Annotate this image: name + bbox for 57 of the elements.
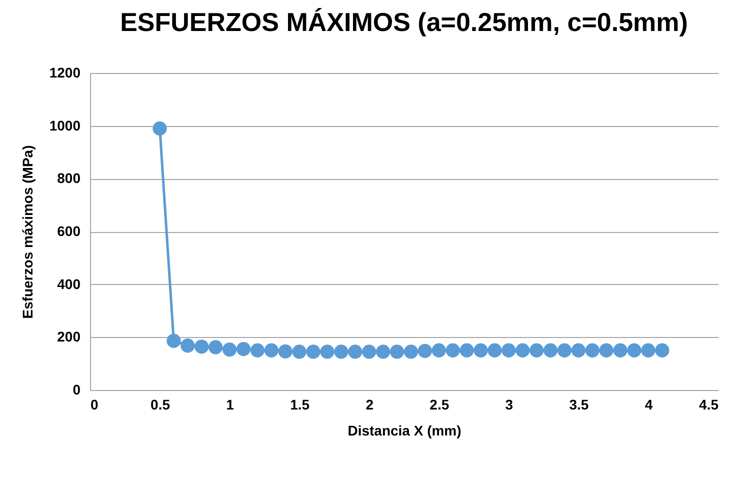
y-tick-label: 1000 bbox=[49, 117, 81, 134]
point bbox=[474, 343, 488, 358]
y-axis-title: Esfuerzos máximos (MPa) bbox=[19, 145, 36, 319]
point bbox=[404, 344, 418, 359]
x-tick-label: 3 bbox=[505, 396, 514, 412]
x-tick-label: 2 bbox=[366, 396, 374, 412]
point bbox=[306, 344, 320, 359]
x-tick-label: 0.5 bbox=[150, 396, 170, 412]
point bbox=[613, 343, 628, 358]
point bbox=[208, 340, 223, 354]
y-tick-label: 800 bbox=[57, 170, 81, 186]
point bbox=[585, 343, 600, 358]
point bbox=[418, 344, 432, 358]
point bbox=[599, 343, 614, 358]
point bbox=[320, 344, 334, 359]
point bbox=[390, 344, 404, 359]
point bbox=[236, 342, 251, 356]
point bbox=[571, 343, 586, 358]
x-tick-label: 4.5 bbox=[699, 396, 719, 412]
point bbox=[334, 344, 348, 359]
x-tick-label: 1.5 bbox=[290, 396, 310, 412]
point bbox=[446, 343, 460, 358]
chart-title: ESFUERZOS MÁXIMOS (a=0.25mm, c=0.5mm) bbox=[120, 7, 688, 37]
x-tick-label: 3.5 bbox=[569, 396, 589, 412]
point bbox=[502, 343, 516, 358]
y-tick-label: 600 bbox=[57, 223, 81, 239]
point bbox=[557, 343, 572, 358]
point bbox=[641, 343, 656, 358]
point bbox=[362, 344, 376, 359]
point bbox=[180, 338, 195, 353]
point bbox=[152, 121, 167, 136]
point bbox=[194, 340, 209, 354]
point bbox=[222, 342, 237, 357]
y-tick-label: 200 bbox=[57, 328, 81, 345]
point bbox=[432, 343, 446, 358]
y-tick-label: 400 bbox=[57, 276, 81, 292]
point bbox=[627, 343, 642, 358]
point bbox=[166, 334, 181, 348]
point bbox=[376, 344, 390, 359]
point bbox=[516, 343, 530, 358]
point bbox=[278, 344, 292, 358]
x-tick-label: 4 bbox=[644, 396, 653, 412]
y-tick-label: 0 bbox=[72, 382, 81, 398]
point bbox=[655, 343, 670, 358]
point bbox=[264, 343, 278, 358]
point bbox=[460, 343, 474, 358]
point bbox=[530, 343, 544, 358]
x-tick-label: 2.5 bbox=[430, 396, 450, 412]
point bbox=[543, 343, 558, 358]
x-tick-label: 1 bbox=[226, 396, 234, 412]
y-tick-label: 1200 bbox=[49, 64, 81, 80]
x-axis-title: Distancia X (mm) bbox=[348, 422, 462, 438]
point bbox=[488, 343, 502, 358]
x-tick-label: 0 bbox=[90, 396, 98, 412]
point bbox=[348, 344, 362, 359]
point bbox=[292, 344, 306, 359]
point bbox=[250, 343, 265, 358]
